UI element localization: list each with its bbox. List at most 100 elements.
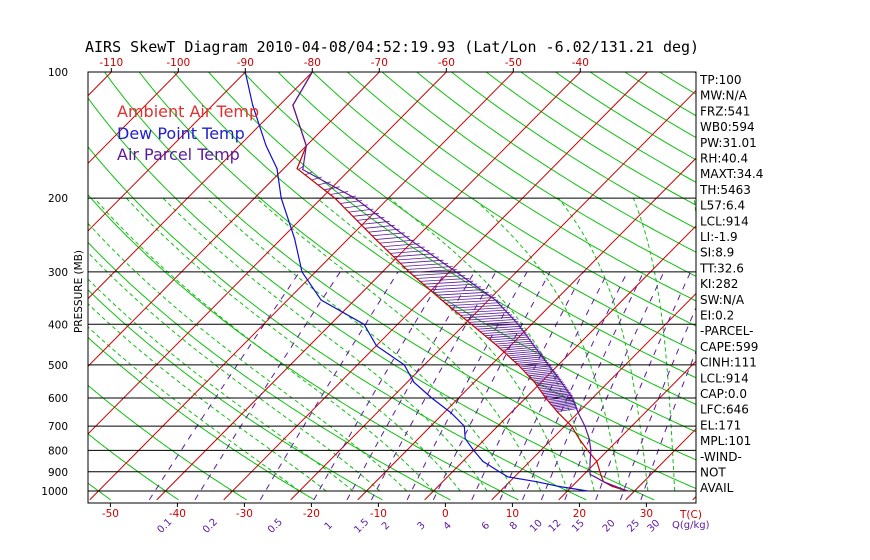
cape-hatch-line (544, 393, 572, 398)
dry-adiabat-line (242, 72, 696, 379)
bottom-temperature-tick-label: 30 (640, 508, 653, 520)
cape-hatch-line (445, 299, 499, 304)
mixing-ratio-line (595, 271, 692, 501)
mixing-ratio-line (640, 350, 696, 501)
series-point (305, 145, 307, 147)
series-point (557, 412, 559, 414)
series-point (265, 145, 267, 147)
stat-item: LCL:914 (700, 214, 749, 228)
bottom-temperature-tick-label: -20 (303, 508, 320, 520)
bottom-temperature-tick-label: -30 (236, 508, 253, 520)
series-line (292, 72, 629, 492)
series-point (599, 471, 601, 473)
cape-hatch-line (552, 402, 576, 407)
cape-hatch-line (426, 283, 478, 288)
pressure-tick-label: 900 (48, 467, 68, 479)
isotherm-line (0, 63, 54, 500)
cape-hatch-line (368, 228, 400, 233)
cape-hatch-line (510, 354, 544, 359)
cape-hatch-line (379, 239, 415, 244)
series-point (334, 197, 336, 199)
mixing-ratio-line (619, 306, 696, 501)
cape-hatch-line (471, 321, 519, 326)
cape-hatch-line (400, 259, 444, 264)
dry-adiabat-line (381, 72, 696, 277)
legend-parcel: Air Parcel Temp (117, 145, 240, 164)
cape-hatch-line (372, 232, 405, 237)
cape-hatch-line (535, 380, 563, 385)
series-point (463, 425, 465, 427)
cape-hatch-line (520, 363, 550, 368)
series-point (611, 485, 613, 487)
mixing-ratio-line (346, 271, 475, 501)
pressure-tick-label: 800 (48, 445, 68, 457)
mixing-ratio-line (540, 271, 645, 501)
series-point (431, 397, 433, 399)
series-point (455, 271, 457, 273)
series-point (375, 345, 377, 347)
series-point (615, 485, 617, 487)
cape-hatch-line (442, 297, 496, 301)
mixing-ratio-tick-label: 15 (570, 518, 587, 535)
top-temperature-tick-label: -90 (237, 57, 254, 69)
series-point (464, 438, 466, 440)
plot-frame (87, 71, 697, 504)
series-point (584, 425, 586, 427)
legend-dewpoint: Dew Point Temp (117, 124, 245, 143)
series-point (602, 481, 605, 483)
cape-hatch-line (512, 356, 545, 361)
cape-hatch-line (492, 338, 532, 343)
mixing-ratio-tick-label: 4 (442, 520, 454, 532)
series-point (470, 323, 472, 325)
cape-hatch-line (413, 272, 462, 276)
stat-item: CAP:0.0 (700, 387, 747, 401)
dry-adiabat-line (346, 72, 696, 302)
isotherm-line (156, 72, 582, 501)
series-layer (244, 72, 629, 492)
mixing-ratio-unit-label: Q(g/kg) (672, 520, 710, 531)
stat-item: TH:5463 (699, 183, 751, 197)
cape-hatch-line (536, 382, 564, 387)
stat-item: KI:282 (700, 277, 738, 291)
pressure-tick-label: 600 (48, 393, 68, 405)
series-point (601, 476, 603, 478)
series-line (292, 72, 628, 492)
series-point (252, 104, 254, 106)
stat-item: EI:0.2 (700, 309, 734, 323)
stat-item: PW:31.01 (700, 136, 757, 150)
cape-hatch-line (352, 212, 379, 217)
dry-adiabat-line (311, 72, 696, 327)
pressure-tick-label: 200 (48, 193, 68, 205)
top-temperature-tick-label: -60 (438, 57, 455, 69)
isotherm-line (88, 72, 180, 164)
bottom-temperature-tick-label: 10 (506, 508, 519, 520)
top-temperature-tick-label: -110 (99, 57, 123, 69)
series-point (535, 481, 538, 483)
top-temperature-tick-label: -40 (572, 57, 589, 69)
cape-hatch-line (386, 246, 425, 251)
mixing-ratio-line (370, 271, 497, 501)
bottom-temperature-tick-label: -40 (169, 508, 186, 520)
top-temperature-ticks: -110 -100 -90 -80 -70 -60 -50 -40 (99, 57, 589, 72)
stat-item: SI:8.9 (700, 246, 734, 260)
cape-hatch-line (383, 243, 420, 247)
cape-hatch-line (406, 266, 453, 270)
series-point (301, 271, 303, 273)
cape-hatch-line (460, 312, 510, 316)
isotherm-line (88, 72, 314, 300)
isotherm-line (290, 89, 696, 501)
stat-item: NOT (700, 466, 726, 480)
series-point (374, 238, 376, 240)
cape-hatch-line (526, 370, 556, 375)
mixing-ratio-tick-label: 0.2 (201, 517, 220, 536)
bottom-temperature-tick-label: 0 (442, 508, 449, 520)
cape-hatch-line (433, 289, 485, 293)
dry-adiabat-line (88, 241, 451, 501)
stat-item: SW:N/A (700, 293, 745, 307)
pressure-tick-label: 700 (48, 421, 68, 433)
stat-item: MW:N/A (700, 89, 748, 103)
dry-adiabat-line (658, 72, 696, 95)
series-point (292, 104, 294, 106)
stat-item: L57:6.4 (700, 199, 745, 213)
